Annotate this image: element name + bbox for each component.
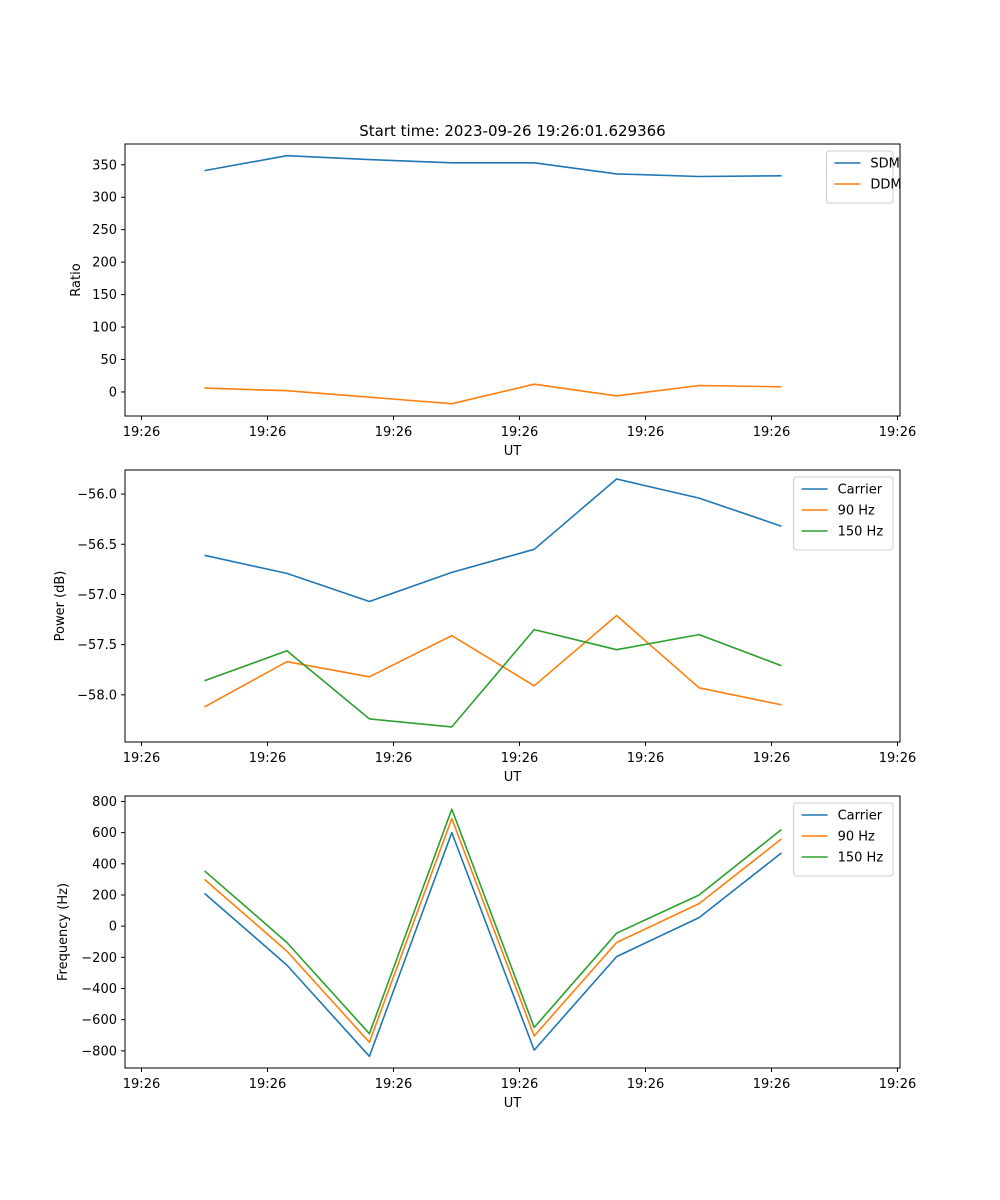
y-tick-label: 0 (109, 385, 117, 400)
legend-label: DDM (870, 178, 901, 193)
legend-label: Carrier (838, 809, 883, 824)
series-line-ddm (204, 383, 782, 405)
x-tick-label: 19:26 (753, 751, 790, 766)
y-tick-label: −57.0 (77, 588, 117, 603)
x-tick-label: 19:26 (879, 1077, 916, 1092)
x-tick-label: 19:26 (879, 751, 916, 766)
x-tick-label: 19:26 (375, 751, 412, 766)
x-tick-label: 19:26 (753, 425, 790, 440)
y-tick-label: −57.5 (77, 638, 117, 653)
legend-box (825, 150, 894, 204)
series-line-90-hz (204, 614, 782, 708)
y-tick-label: 150 (92, 288, 117, 303)
panel-ratio: Start time: 2023-09-26 19:26:01.629366 R… (69, 122, 916, 459)
x-tick-label: 19:26 (249, 751, 286, 766)
legend-label: Carrier (838, 483, 883, 498)
x-tick-label: 19:26 (501, 1077, 538, 1092)
legend-label: SDM (870, 157, 899, 172)
x-tick-label: 19:26 (375, 1077, 412, 1092)
x-tick-label: 19:26 (501, 751, 538, 766)
x-tick-label: 19:26 (627, 751, 664, 766)
y-axis-label: Ratio (69, 263, 84, 296)
y-tick-label: 300 (92, 191, 117, 206)
y-tick-label: 200 (92, 256, 117, 271)
x-tick-label: 19:26 (753, 1077, 790, 1092)
plot-area (124, 469, 901, 743)
y-axis-label: Frequency (Hz) (56, 883, 71, 981)
y-tick-label: −56.5 (77, 538, 117, 553)
y-tick-label: 250 (92, 223, 117, 238)
panel-frequency: Frequency (Hz) UT −800 −600 −400 −200 0 200 40… (56, 795, 916, 1111)
y-tick-label: 50 (100, 353, 117, 368)
series-line-sdm (204, 154, 782, 178)
x-axis-label: UT (504, 444, 522, 459)
legend-label: 90 Hz (838, 830, 875, 845)
x-tick-label: 19:26 (123, 1077, 160, 1092)
x-axis-label: UT (504, 1096, 522, 1111)
y-tick-label: −56.0 (77, 488, 117, 503)
x-tick-label: 19:26 (879, 425, 916, 440)
series-line-90-hz (203, 817, 782, 1044)
y-tick-label: −58.0 (77, 688, 117, 703)
y-axis-label: Power (dB) (53, 571, 68, 642)
legend-label: 150 Hz (838, 851, 884, 866)
x-tick-label: 19:26 (501, 425, 538, 440)
panel-power: Power (dB) UT −58.0 −57.5 −57.0 −56.5 −56.0 1… (53, 469, 916, 785)
series-line-carrier (204, 478, 782, 603)
x-axis-label: UT (504, 770, 522, 785)
x-tick-label: 19:26 (627, 1077, 664, 1092)
series-line-150-hz (204, 628, 782, 728)
x-tick-label: 19:26 (123, 751, 160, 766)
legend-label: 150 Hz (838, 525, 884, 540)
y-tick-label: 0 (109, 920, 117, 935)
series-line-150-hz (203, 808, 782, 1035)
y-tick-label: 100 (92, 321, 117, 336)
y-tick-label: −400 (81, 982, 117, 997)
plot-area (124, 143, 901, 417)
y-tick-label: −800 (81, 1044, 117, 1059)
x-tick-label: 19:26 (123, 425, 160, 440)
x-tick-label: 19:26 (627, 425, 664, 440)
x-tick-label: 19:26 (375, 425, 412, 440)
y-tick-label: 400 (92, 857, 117, 872)
x-tick-label: 19:26 (249, 1077, 286, 1092)
legend-label: 90 Hz (838, 504, 875, 519)
y-tick-label: 350 (92, 158, 117, 173)
y-tick-label: 800 (92, 795, 117, 810)
plot-area (124, 795, 901, 1069)
chart-title: Start time: 2023-09-26 19:26:01.629366 (359, 122, 665, 140)
y-tick-label: −200 (81, 951, 117, 966)
series-line-carrier (203, 831, 782, 1058)
y-tick-label: 600 (92, 826, 117, 841)
y-tick-label: −600 (81, 1013, 117, 1028)
x-tick-label: 19:26 (249, 425, 286, 440)
y-tick-label: 200 (92, 888, 117, 903)
